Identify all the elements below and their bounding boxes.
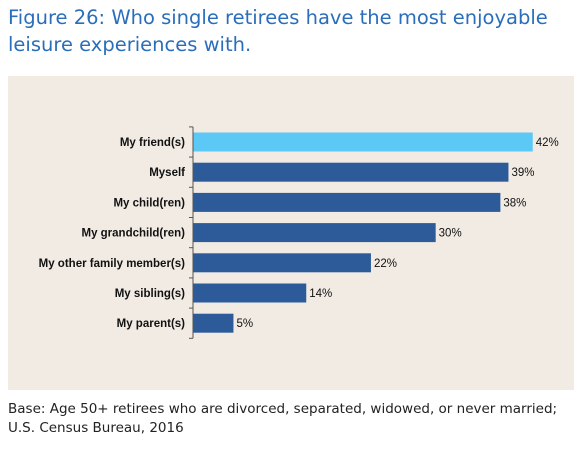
data-label: 14%: [309, 288, 332, 300]
data-label: 30%: [439, 228, 462, 240]
bar: [193, 132, 533, 152]
category-label: Myself: [149, 167, 185, 179]
category-label: My grandchild(ren): [81, 228, 185, 240]
category-label: My sibling(s): [115, 288, 185, 300]
bar: [193, 223, 436, 243]
bar-chart: My friend(s) 42% Myself 39% My child(ren) 38%…: [8, 76, 574, 390]
bar: [193, 253, 371, 273]
chart-footnote: Base: Age 50+ retirees who are divorced,…: [8, 401, 558, 436]
data-label: 5%: [236, 318, 253, 330]
category-label: My friend(s): [120, 137, 185, 149]
category-label: My other family member(s): [39, 258, 186, 270]
chart-title: Figure 26: Who single retirees have the …: [8, 6, 548, 56]
data-label: 39%: [511, 167, 534, 179]
bar: [193, 162, 509, 182]
bar: [193, 192, 501, 212]
category-label: My child(ren): [113, 197, 185, 209]
data-label: 42%: [536, 137, 559, 149]
chart-panel: My friend(s) 42% Myself 39% My child(ren) 38%…: [8, 76, 574, 390]
category-label: My parent(s): [117, 318, 186, 330]
bar: [193, 283, 307, 303]
data-label: 22%: [374, 258, 397, 270]
bar: [193, 313, 234, 333]
data-label: 38%: [503, 197, 526, 209]
